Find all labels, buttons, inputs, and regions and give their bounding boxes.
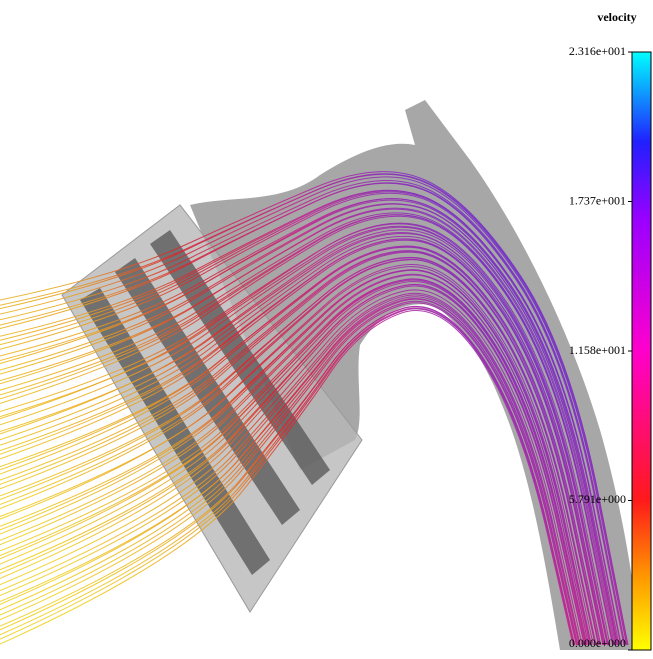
colorbar-title: velocity [597, 10, 636, 24]
colorbar [632, 52, 651, 650]
colorbar-tick-label: 1.158e+001 [569, 343, 626, 357]
colorbar-tick-label: 0.000e+000 [569, 636, 626, 650]
colorbar-tick-label: 2.316e+001 [569, 44, 626, 58]
flow-visualization: velocity 2.316e+001 1.737e+001 1.158e+001 5… [0, 0, 653, 659]
colorbar-tick-label: 5.791e+000 [569, 492, 626, 506]
colorbar-tick-label: 1.737e+001 [569, 193, 626, 207]
